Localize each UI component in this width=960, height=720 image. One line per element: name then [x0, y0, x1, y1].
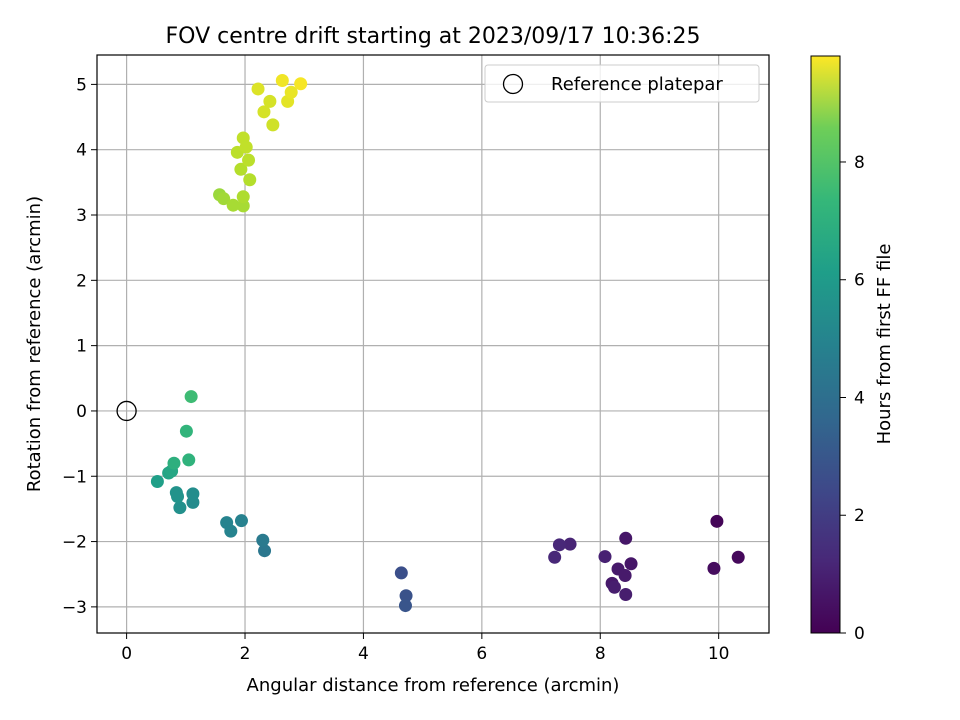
scatter-point [236, 199, 250, 213]
scatter-point [186, 487, 200, 501]
scatter-point [618, 569, 632, 583]
scatter-point [234, 162, 248, 176]
y-tick-label: 3 [76, 206, 87, 226]
scatter-point [619, 587, 633, 601]
x-tick-label: 0 [121, 644, 132, 664]
x-axis-label: Angular distance from reference (arcmin) [247, 675, 620, 696]
scatter-point [236, 131, 250, 145]
colorbar-gradient [810, 55, 841, 634]
scatter-point [258, 544, 272, 558]
scatter-point [257, 105, 271, 119]
y-tick-label: 4 [76, 141, 87, 161]
scatter-point [263, 94, 277, 108]
plot-frame [96, 54, 770, 634]
scatter-point [399, 589, 413, 603]
legend-entry-label: Reference platepar [551, 74, 723, 95]
x-tick-label: 10 [708, 644, 730, 664]
y-tick-label: −2 [62, 533, 87, 553]
colorbar-ticks: 0 2 4 6 8 [840, 153, 865, 644]
colorbar-tick-label: 6 [854, 271, 865, 291]
y-tick-label: 0 [76, 402, 87, 422]
colorbar-tick-label: 0 [854, 624, 865, 644]
reference-marker-group [116, 400, 137, 422]
scatter-point [171, 490, 185, 504]
x-tick-label: 2 [240, 644, 251, 664]
scatter-point [182, 453, 196, 467]
y-tick-label: 1 [76, 337, 87, 357]
reference-platepar-marker [116, 400, 137, 422]
scatter-point [256, 533, 270, 547]
scatter-point [150, 474, 164, 488]
scatter-point [731, 550, 745, 564]
scatter-point [234, 514, 248, 528]
scatter-point [398, 599, 412, 613]
y-tick-label: 2 [76, 271, 87, 291]
scatter-point [284, 85, 298, 99]
colorbar-tick-label: 4 [854, 388, 865, 408]
y-tick-label: 5 [76, 75, 87, 95]
y-tick-label: −3 [62, 598, 87, 618]
colorbar-label: Hours from first FF file [874, 244, 895, 445]
chart-title: FOV centre drift starting at 2023/09/17 … [166, 24, 701, 49]
scatter-point [224, 524, 238, 538]
colorbar-tick-label: 2 [854, 506, 865, 526]
scatter-point [294, 77, 308, 91]
scatter-point [275, 73, 289, 87]
y-tick-label: −1 [62, 467, 87, 487]
x-axis-ticks: 0 2 4 6 8 10 [121, 633, 729, 664]
scatter-point [598, 550, 612, 564]
colorbar-tick-label: 8 [854, 153, 865, 173]
scatter-point [184, 390, 198, 404]
scatter-point [217, 192, 231, 206]
scatter-point [266, 118, 280, 132]
grid-lines [97, 55, 769, 633]
colorbar: 0 2 4 6 8 Hours from first FF file [810, 55, 895, 644]
scatter-point [548, 550, 562, 564]
y-axis-label: Rotation from reference (arcmin) [24, 196, 45, 492]
scatter-point [243, 173, 257, 187]
scatter-point [226, 198, 240, 212]
scatter-point [707, 561, 721, 575]
x-tick-label: 6 [476, 644, 487, 664]
legend: Reference platepar [484, 64, 760, 103]
scatter-point [710, 514, 724, 528]
scatter-point [624, 557, 638, 571]
scatter-point [236, 190, 250, 204]
scatter-point [563, 537, 577, 551]
scatter-point [242, 153, 256, 167]
scatter-point [394, 566, 408, 580]
scatter-point [167, 456, 181, 470]
scatter-point [173, 501, 187, 515]
x-tick-label: 8 [595, 644, 606, 664]
scatter-point [179, 424, 193, 438]
scatter-point [251, 82, 265, 96]
scatter-point [607, 580, 621, 594]
x-tick-label: 4 [358, 644, 369, 664]
y-axis-ticks: −3 −2 −1 0 1 2 3 4 5 [62, 75, 97, 618]
scatter-point [619, 531, 633, 545]
data-points [150, 73, 745, 613]
legend-box [484, 64, 760, 103]
legend-reference-marker [502, 73, 524, 95]
scatter-point [552, 538, 566, 552]
